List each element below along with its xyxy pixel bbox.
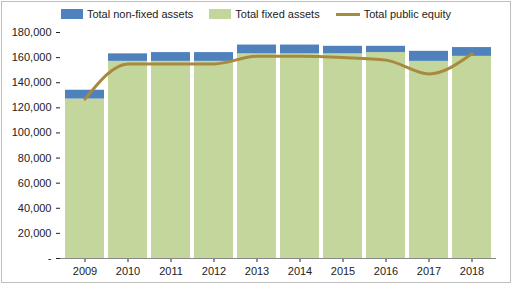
html-text:Total public equity: Total public equity	[363, 8, 452, 20]
svg-text:80,000: 80,000	[18, 152, 52, 164]
svg-text:120,000: 120,000	[12, 101, 52, 113]
svg-text:40,000: 40,000	[18, 202, 52, 214]
svg-text:160,000: 160,000	[12, 51, 52, 63]
svg-text:2014: 2014	[288, 265, 312, 277]
svg-text:2016: 2016	[374, 265, 398, 277]
svg-text:2017: 2017	[417, 265, 441, 277]
svg-text:180,000: 180,000	[12, 26, 52, 38]
svg-text:2009: 2009	[73, 265, 97, 277]
svg-text:2010: 2010	[116, 265, 140, 277]
html-text:Total non-fixed assets: Total non-fixed assets	[86, 8, 194, 20]
svg-text:100,000: 100,000	[12, 126, 52, 138]
svg-text:2012: 2012	[202, 265, 226, 277]
svg-text:2011: 2011	[159, 265, 183, 277]
svg-text:140,000: 140,000	[12, 76, 52, 88]
svg-text:-: -	[48, 252, 52, 264]
svg-text:2015: 2015	[331, 265, 355, 277]
html-text:Total fixed assets: Total fixed assets	[235, 8, 320, 20]
svg-text:2013: 2013	[245, 265, 269, 277]
svg-text:2018: 2018	[460, 265, 484, 277]
svg-text:20,000: 20,000	[18, 227, 52, 239]
svg-text:60,000: 60,000	[18, 177, 52, 189]
